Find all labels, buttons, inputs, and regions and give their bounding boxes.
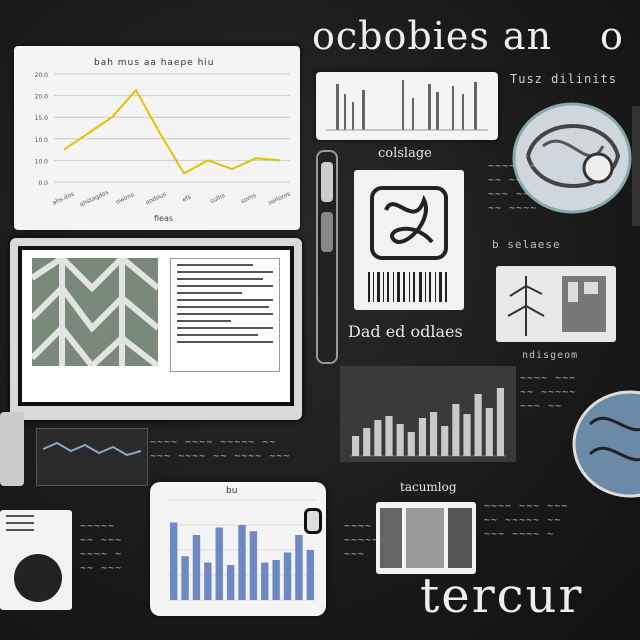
dark-bar-chart (350, 388, 506, 457)
line-chart-xlabel: fieas (154, 214, 174, 223)
footer-word: tercur (420, 568, 584, 624)
bar (283, 552, 292, 600)
bar (407, 432, 415, 456)
small-chart-caption: Tusz dilinits (510, 72, 617, 86)
bar (374, 420, 382, 456)
x-tick-label: ahs.dos (51, 191, 75, 207)
pill-icon (304, 508, 322, 534)
dark-bar-chart-panel (340, 366, 516, 462)
blue-bar-chart-panel: bu (150, 482, 326, 616)
tree-diagram-card (496, 266, 616, 342)
glyph-caption: Dad ed odlaes (348, 322, 463, 341)
dark-bar-caption: tacumlog (400, 480, 457, 494)
scribble-block-2: ~~~~ ~~~ ~~ ~~~~~ ~~~ ~~ (520, 373, 577, 412)
document-thumbnail (170, 258, 280, 372)
y-tick-label: 10.0 (35, 158, 49, 165)
small-chart-bars (326, 80, 488, 131)
bar (430, 412, 438, 456)
right-caption-1: b selaese (492, 238, 561, 251)
tablet-screen (18, 246, 294, 406)
mesh-image (32, 258, 158, 366)
bottom-left-document (0, 510, 72, 610)
right-caption-2: ndisgeom (522, 350, 579, 361)
bar (363, 428, 371, 456)
photo-card (376, 502, 476, 574)
bar (249, 531, 258, 600)
header-title-tail: o (600, 14, 623, 58)
vertical-slider (316, 150, 338, 364)
bar (192, 535, 201, 600)
y-tick-label: 15.0 (35, 115, 49, 122)
x-tick-label: owons (115, 191, 135, 205)
scribble-block-4: ~~~~ ~~~ ~~~ ~~ ~~~~~ ~~ ~~~ ~~~~ ~ (484, 501, 569, 540)
bar (485, 408, 493, 456)
header-title: ocbobies an (312, 14, 553, 58)
brain-illustration-2 (572, 390, 640, 498)
glyph-card (354, 170, 464, 310)
scribble-block-5: ~~~~~ ~~ ~~~ ~~~~ ~ ~~ ~~~ (80, 521, 123, 574)
bar (181, 556, 189, 600)
y-tick-label: 20.0 (35, 94, 49, 101)
blue-bar-chart (168, 499, 316, 601)
glyph-icon (370, 186, 448, 260)
scribble-block-6: ~~~~ ~~~~ ~~~~~ ~~ ~~~ ~~~~ ~~ ~~~~ ~~~ (150, 437, 291, 462)
bar (295, 535, 303, 600)
barcode-icon (368, 272, 447, 302)
bar (226, 565, 235, 600)
brain-illustration (512, 102, 640, 226)
pattern-caption: colslage (378, 146, 432, 161)
y-tick-label: 20.0 (35, 72, 49, 79)
x-tick-label: sulhs (209, 192, 226, 205)
bar (396, 424, 404, 456)
bar (452, 404, 460, 456)
bar (474, 394, 482, 456)
series-line (63, 88, 281, 175)
x-tick-label: efs (181, 194, 192, 204)
scribble-block-3: ~~~~ ~~~~~ ~~~ (344, 521, 380, 560)
line-chart-panel: bah mus aa haepe hiu 20.0 20.0 15.0 10.0 10.… (14, 46, 300, 230)
bar (170, 522, 178, 600)
bar (272, 560, 280, 600)
dark-circle-image (14, 554, 62, 602)
bar (441, 426, 449, 456)
bar (463, 414, 471, 456)
x-tick-label: sorloros (267, 190, 291, 206)
cup-icon (0, 412, 24, 486)
scribble-block-1: ~~~~ ~~~ ~~ ~~~~ ~~~ ~~ ~~ ~~~~ (488, 161, 545, 214)
x-tick-label: ahstagdos (79, 189, 110, 208)
bar (204, 562, 212, 600)
bar (385, 416, 393, 456)
bar (496, 388, 504, 456)
bar (418, 418, 426, 456)
y-tick-label: 10.0 (35, 137, 49, 144)
bar (306, 550, 314, 600)
small-dark-chart (36, 428, 148, 486)
y-tick-label: 0.0 (38, 180, 48, 187)
tree-icon (507, 276, 606, 336)
bar (261, 562, 269, 600)
x-tick-label: oodous (145, 191, 168, 207)
tablet-device (10, 238, 302, 420)
bar (215, 527, 223, 600)
x-tick-label: soms (240, 192, 257, 205)
small-chart-panel (316, 72, 498, 140)
line-chart-title: bah mus aa haepe hiu (94, 58, 215, 68)
bar (352, 436, 360, 456)
bar (238, 525, 246, 600)
blue-bar-title: bu (226, 486, 238, 496)
